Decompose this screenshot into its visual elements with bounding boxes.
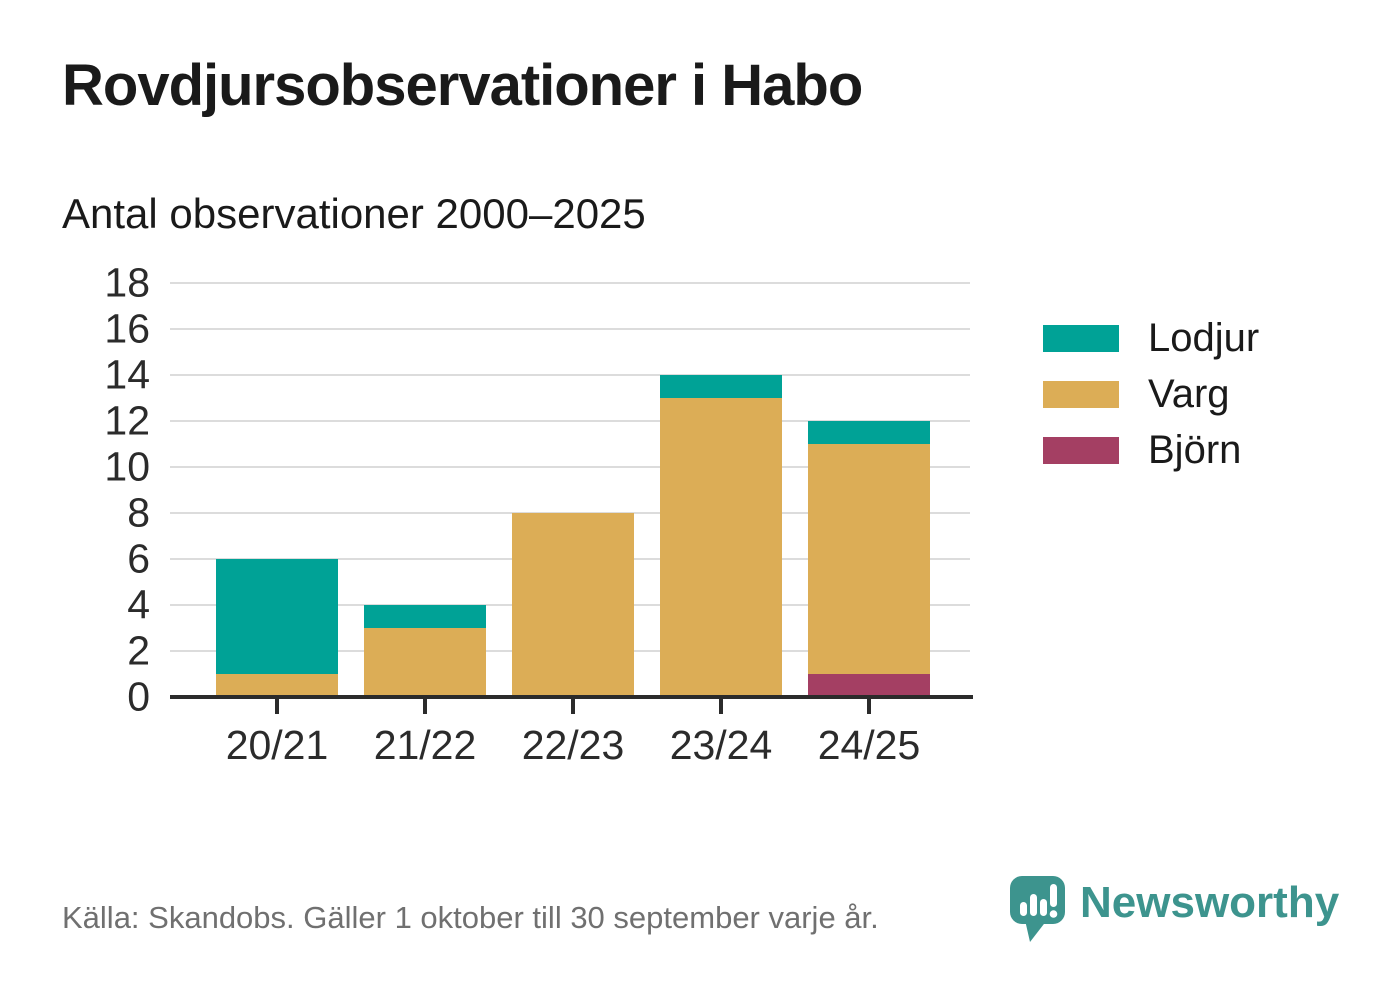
x-axis-tick [423,699,427,714]
legend-swatch [1043,436,1119,464]
y-axis-tick-label: 12 [104,397,150,444]
x-axis-tick [571,699,575,714]
y-axis-tick-label: 2 [127,627,150,674]
x-axis-tick-label: 22/23 [521,722,625,768]
x-axis-tick-label: 24/25 [817,722,921,768]
bar-segment-varg-23-24 [660,398,782,697]
chart-title: Rovdjursobservationer i Habo [62,53,863,118]
gridline [170,328,970,330]
legend-swatch [1043,324,1119,352]
gridline [170,282,970,284]
legend-label: Björn [1148,428,1242,472]
bar-segment-varg-20-21 [216,674,338,697]
y-axis-tick-label: 8 [127,489,150,536]
y-axis-tick-label: 6 [127,535,150,582]
newsworthy-brand: Newsworthy [1010,876,1339,944]
x-axis-line [170,695,973,699]
legend-label: Varg [1148,372,1230,416]
bar-segment-lodjur-20-21 [216,559,338,674]
x-axis-tick [719,699,723,714]
gridline [170,466,970,468]
bar-segment-varg-21-22 [364,628,486,697]
bar-segment-varg-24-25 [808,444,930,674]
gridline [170,374,970,376]
y-axis-tick-label: 4 [127,581,150,628]
y-axis-tick-label: 18 [104,259,150,306]
y-axis-tick-label: 14 [104,351,150,398]
y-axis-tick-label: 0 [127,673,150,720]
gridline [170,420,970,422]
bar-segment-lodjur-24-25 [808,421,930,444]
y-axis-tick-label: 10 [104,443,150,490]
x-axis-tick [867,699,871,714]
y-axis-tick-label: 16 [104,305,150,352]
bar-segment-varg-22-23 [512,513,634,697]
legend-label: Lodjur [1148,316,1260,360]
bar-segment-lodjur-21-22 [364,605,486,628]
x-axis-tick-label: 23/24 [669,722,773,768]
bar-segment-lodjur-23-24 [660,375,782,398]
legend-swatch [1043,380,1119,408]
legend-item-björn: Björn [1043,427,1241,473]
brand-wordmark: Newsworthy [1080,878,1340,927]
source-note: Källa: Skandobs. Gäller 1 oktober till 3… [62,900,879,935]
legend-item-varg: Varg [1043,371,1230,417]
bar-segment-björn-24-25 [808,674,930,697]
legend-item-lodjur: Lodjur [1043,315,1259,361]
newsworthy-logo-icon [1010,876,1065,942]
x-axis-tick [275,699,279,714]
x-axis-tick-label: 20/21 [225,722,329,768]
x-axis-tick-label: 21/22 [373,722,477,768]
chart-subtitle: Antal observationer 2000–2025 [62,190,646,237]
